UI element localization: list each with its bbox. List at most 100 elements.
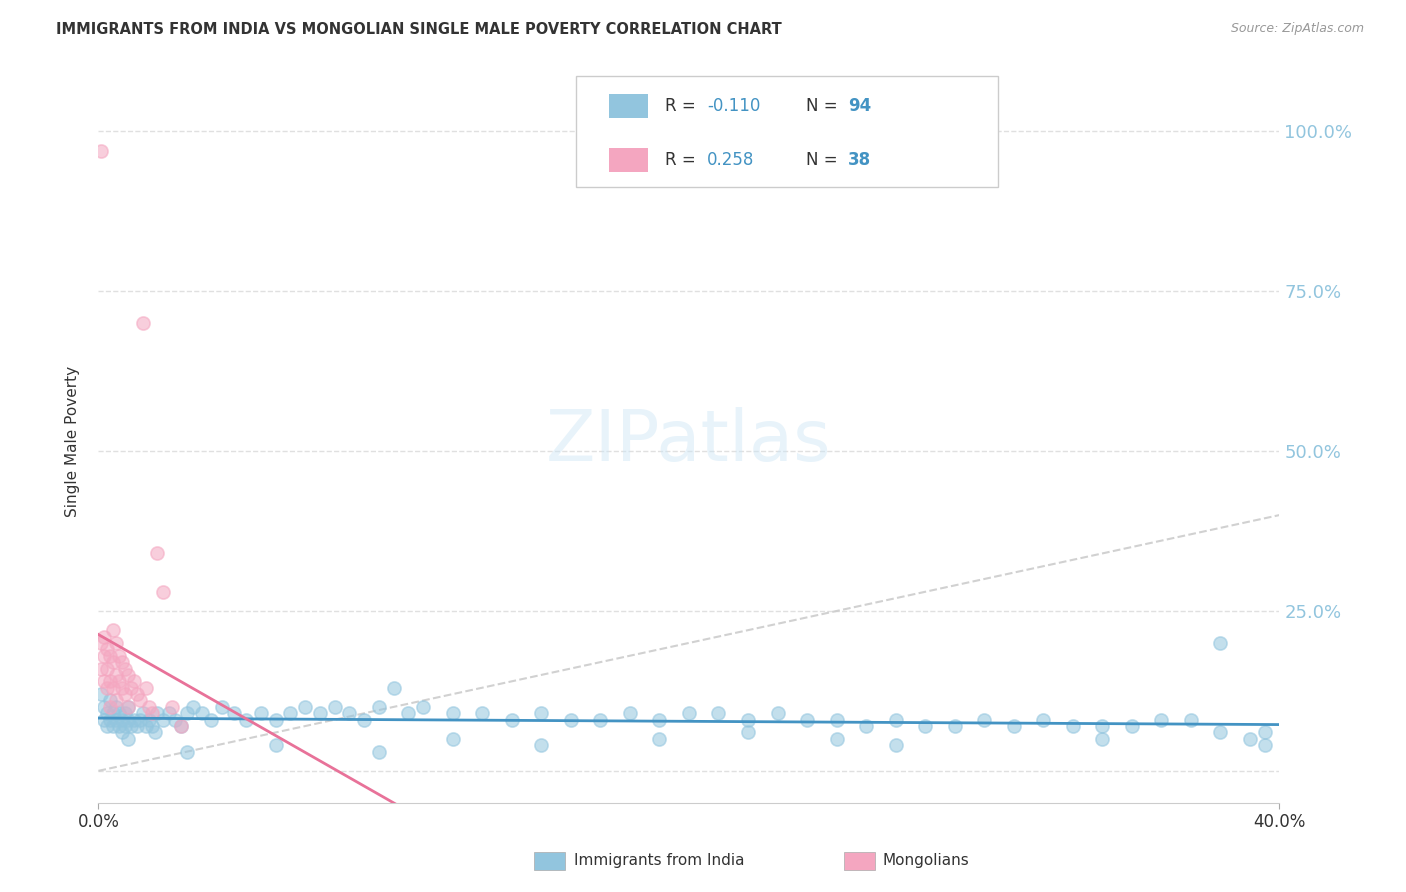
Point bbox=[114, 706, 136, 721]
Point bbox=[162, 699, 183, 714]
Point bbox=[141, 719, 163, 733]
Point bbox=[96, 642, 118, 657]
Point bbox=[648, 731, 671, 746]
Point bbox=[108, 674, 131, 689]
Text: Source: ZipAtlas.com: Source: ZipAtlas.com bbox=[1230, 22, 1364, 36]
Point bbox=[128, 713, 150, 727]
Point bbox=[146, 706, 169, 721]
Point bbox=[1091, 731, 1114, 746]
Point bbox=[138, 713, 160, 727]
Point bbox=[138, 699, 160, 714]
Point bbox=[111, 725, 134, 739]
Point bbox=[943, 719, 966, 733]
Text: 38: 38 bbox=[848, 152, 870, 169]
Point bbox=[105, 699, 128, 714]
Point bbox=[146, 546, 169, 560]
Point bbox=[1032, 713, 1054, 727]
Point bbox=[1091, 719, 1114, 733]
Point bbox=[441, 706, 464, 721]
Point bbox=[98, 693, 121, 707]
Point bbox=[530, 738, 553, 752]
Point bbox=[135, 681, 157, 695]
Point bbox=[93, 648, 115, 663]
Point bbox=[1121, 719, 1143, 733]
Point bbox=[211, 699, 233, 714]
Text: 94: 94 bbox=[848, 97, 872, 115]
Point bbox=[398, 706, 420, 721]
Point bbox=[501, 713, 523, 727]
Point bbox=[93, 713, 115, 727]
Point bbox=[111, 713, 134, 727]
Point bbox=[176, 706, 198, 721]
Point bbox=[368, 745, 391, 759]
Point bbox=[132, 316, 155, 330]
Point bbox=[93, 674, 115, 689]
Point bbox=[108, 719, 131, 733]
Text: ZIPatlas: ZIPatlas bbox=[546, 407, 832, 476]
Point bbox=[170, 719, 193, 733]
Point bbox=[108, 706, 131, 721]
Point bbox=[1254, 725, 1277, 739]
Point bbox=[737, 725, 759, 739]
Point bbox=[884, 713, 907, 727]
Point bbox=[1180, 713, 1202, 727]
Point bbox=[294, 699, 316, 714]
Point bbox=[339, 706, 361, 721]
Point bbox=[1062, 719, 1084, 733]
Point bbox=[309, 706, 332, 721]
Point bbox=[122, 713, 145, 727]
Point bbox=[560, 713, 582, 727]
Point bbox=[1209, 725, 1232, 739]
Point bbox=[619, 706, 641, 721]
Text: N =: N = bbox=[806, 97, 842, 115]
Point bbox=[766, 706, 789, 721]
Point bbox=[105, 693, 128, 707]
Point bbox=[796, 713, 818, 727]
Point bbox=[98, 713, 121, 727]
Point bbox=[122, 674, 145, 689]
Point bbox=[382, 681, 405, 695]
Point bbox=[825, 713, 848, 727]
Point bbox=[96, 681, 118, 695]
Point bbox=[191, 706, 214, 721]
Text: IMMIGRANTS FROM INDIA VS MONGOLIAN SINGLE MALE POVERTY CORRELATION CHART: IMMIGRANTS FROM INDIA VS MONGOLIAN SINGL… bbox=[56, 22, 782, 37]
Text: -0.110: -0.110 bbox=[707, 97, 761, 115]
Point bbox=[90, 661, 112, 675]
Point bbox=[678, 706, 700, 721]
Point bbox=[176, 745, 198, 759]
Point bbox=[93, 630, 115, 644]
Point bbox=[323, 699, 346, 714]
Point bbox=[117, 668, 139, 682]
Point bbox=[170, 719, 193, 733]
Point bbox=[111, 655, 134, 669]
Point bbox=[250, 706, 273, 721]
Point bbox=[141, 706, 163, 721]
Point bbox=[471, 706, 494, 721]
Point bbox=[114, 687, 136, 701]
Point bbox=[90, 687, 112, 701]
Text: 0.258: 0.258 bbox=[707, 152, 755, 169]
Point bbox=[280, 706, 302, 721]
Point bbox=[108, 648, 131, 663]
Y-axis label: Single Male Poverty: Single Male Poverty bbox=[65, 366, 80, 517]
Point bbox=[224, 706, 246, 721]
Point bbox=[128, 693, 150, 707]
Point bbox=[114, 661, 136, 675]
Point bbox=[103, 623, 125, 637]
Text: R =: R = bbox=[665, 97, 702, 115]
Point bbox=[884, 738, 907, 752]
Point bbox=[707, 706, 730, 721]
Point bbox=[1239, 731, 1261, 746]
Point bbox=[914, 719, 936, 733]
Point bbox=[1254, 738, 1277, 752]
Point bbox=[264, 738, 287, 752]
Point bbox=[152, 713, 174, 727]
Point bbox=[125, 687, 148, 701]
Point bbox=[973, 713, 995, 727]
Point bbox=[200, 713, 222, 727]
Point bbox=[165, 713, 187, 727]
Point bbox=[98, 674, 121, 689]
Point bbox=[117, 699, 139, 714]
Point bbox=[96, 661, 118, 675]
Point bbox=[111, 681, 134, 695]
